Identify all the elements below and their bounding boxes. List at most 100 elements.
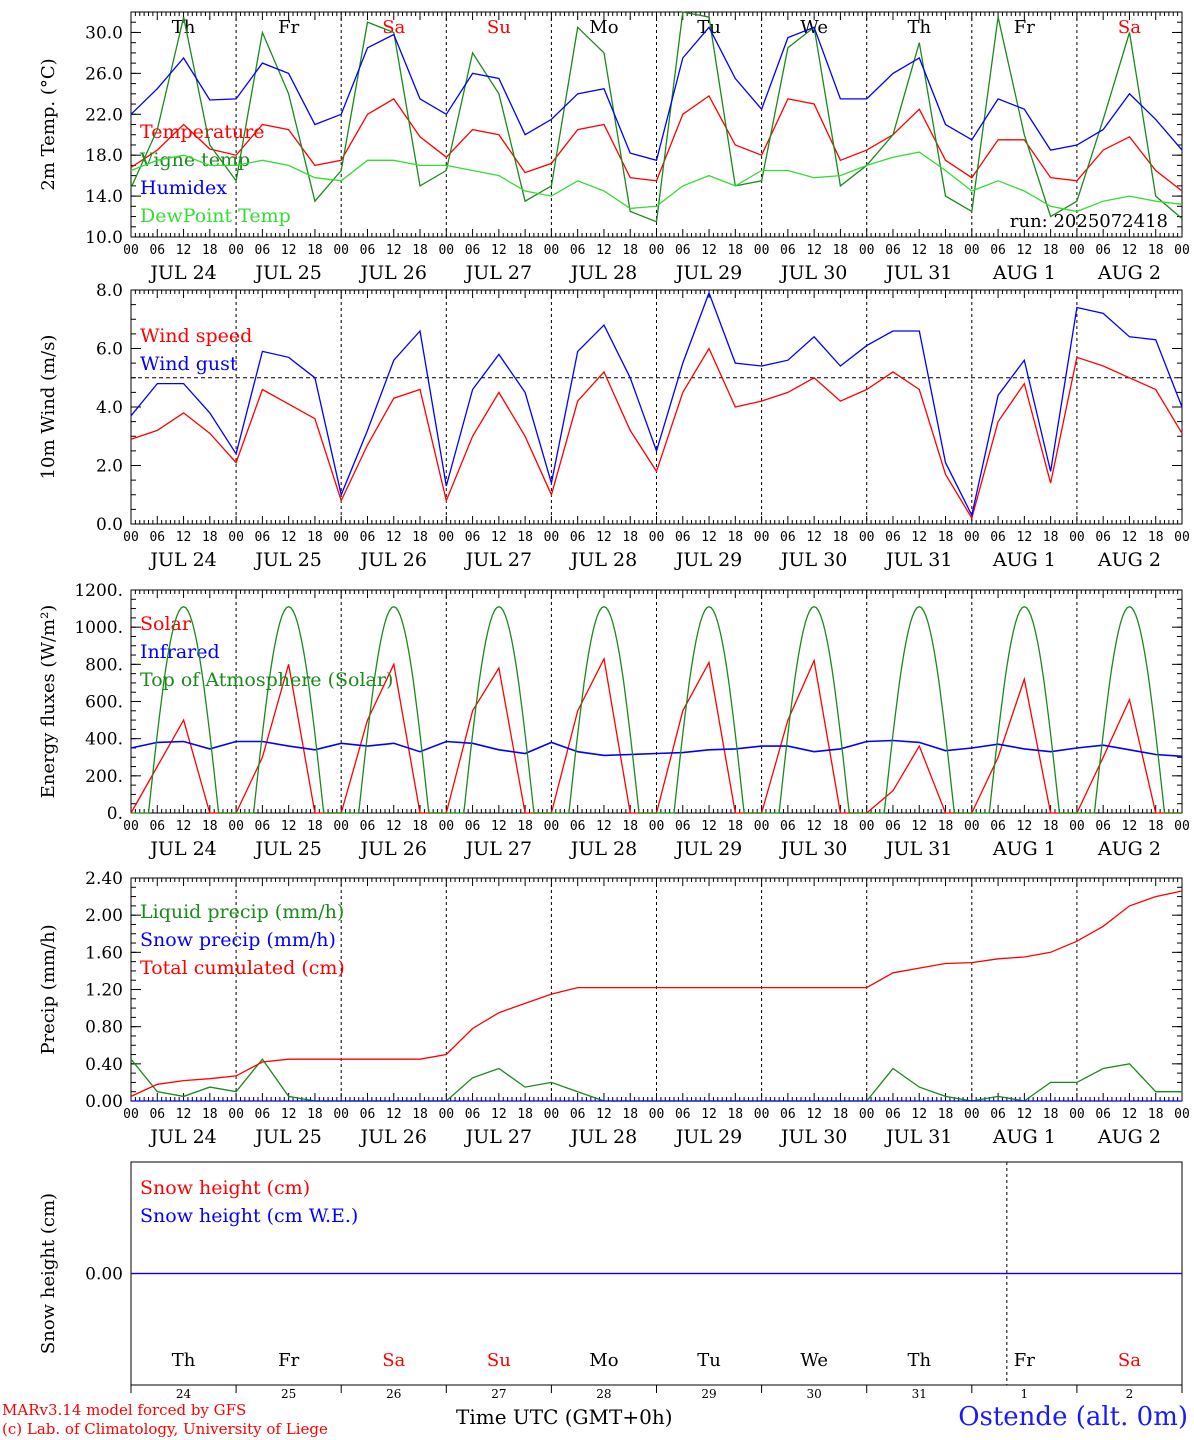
hour-tick-label: 18	[307, 243, 323, 258]
date-label: JUL 25	[253, 262, 321, 284]
weekday-label: We	[800, 1350, 828, 1371]
hour-tick-label: 06	[675, 819, 691, 834]
day-number-label: 29	[701, 1387, 716, 1401]
hour-tick-label: 12	[491, 530, 507, 545]
y-tick-label: 30.0	[85, 23, 123, 43]
hour-tick-label: 00	[754, 1107, 770, 1122]
hour-tick-label: 00	[438, 530, 454, 545]
y-tick-label: 600.	[85, 693, 123, 713]
hour-tick-label: 12	[176, 819, 192, 834]
hour-tick-label: 18	[412, 243, 428, 258]
hour-tick-label: 06	[360, 819, 376, 834]
hour-tick-label: 06	[149, 1107, 165, 1122]
hour-tick-label: 12	[596, 819, 612, 834]
hour-tick-label: 12	[1122, 243, 1138, 258]
hour-tick-label: 12	[1017, 530, 1033, 545]
y-tick-label: 800.	[85, 655, 123, 675]
hour-tick-label: 06	[465, 243, 481, 258]
hour-tick-label: 00	[228, 243, 244, 258]
hour-tick-label: 00	[333, 1107, 349, 1122]
hour-tick-label: 00	[1069, 243, 1085, 258]
hour-tick-label: 12	[911, 243, 927, 258]
date-label: JUL 24	[148, 262, 216, 284]
hour-tick-label: 12	[701, 1107, 717, 1122]
hour-tick-label: 18	[517, 530, 533, 545]
hour-tick-label: 18	[1043, 243, 1059, 258]
run-label: run: 2025072418	[1010, 211, 1168, 232]
y-tick-label: 26.0	[85, 64, 123, 84]
hour-tick-label: 00	[333, 530, 349, 545]
legend-entry: Liquid precip (mm/h)	[140, 901, 344, 923]
hour-tick-label: 12	[701, 819, 717, 834]
panel-frame	[130, 589, 1183, 814]
day-number-label: 25	[281, 1387, 296, 1401]
y-tick-label: 0.	[107, 804, 123, 824]
y-tick-label: 8.0	[96, 281, 123, 301]
hour-tick-label: 06	[255, 1107, 271, 1122]
hour-tick-label: 12	[1122, 530, 1138, 545]
date-label: AUG 2	[1097, 549, 1161, 571]
y-axis-label: 10m Wind (m/s)	[38, 335, 59, 480]
hour-tick-label: 06	[780, 243, 796, 258]
series-line-wind-gust	[130, 291, 1183, 518]
date-label: JUL 26	[359, 549, 427, 571]
hour-tick-label: 06	[885, 819, 901, 834]
date-label: AUG 2	[1097, 1126, 1161, 1148]
hour-tick-label: 18	[833, 243, 849, 258]
date-label: JUL 26	[359, 262, 427, 284]
y-tick-label: 1.20	[85, 981, 123, 1001]
weekday-label: Th	[172, 17, 196, 38]
date-label: JUL 27	[464, 838, 532, 860]
panel-precip: 00 06 12 18 00 06 12 18 00 06 12 18 00 06 12 18 00 06 12 18…	[38, 869, 1190, 1148]
date-label: JUL 31	[884, 1126, 952, 1148]
hour-tick-label: 18	[1043, 819, 1059, 834]
hour-tick-label: 00	[438, 243, 454, 258]
hour-tick-label: 00	[964, 1107, 980, 1122]
hour-tick-label: 06	[149, 243, 165, 258]
hour-tick-label: 12	[176, 1107, 192, 1122]
series-line-top-of-atmosphere-solar-	[131, 605, 1182, 814]
series-line-temperature	[130, 94, 1183, 192]
hour-tick-label: 12	[596, 243, 612, 258]
panel-wind: 00 06 12 18 00 06 12 18 00 06 12 18 00 06 12 18 00 06 12 18…	[38, 281, 1190, 571]
date-label: AUG 2	[1097, 838, 1161, 860]
date-label: JUL 30	[779, 262, 847, 284]
weekday-label: Th	[907, 1350, 931, 1371]
hour-tick-label: 18	[1043, 530, 1059, 545]
hour-tick-label: 00	[964, 530, 980, 545]
weekday-label: Su	[487, 17, 511, 38]
model-credit: MARv3.14 model forced by GFS	[2, 1401, 247, 1419]
y-tick-label: 200.	[85, 767, 123, 787]
hour-tick-label: 00	[1174, 243, 1190, 258]
date-label: JUL 28	[569, 1126, 637, 1148]
hour-tick-label: 00	[1174, 819, 1190, 834]
hour-tick-label: 18	[622, 819, 638, 834]
hour-tick-label: 18	[1043, 1107, 1059, 1122]
station-label: Ostende (alt. 0m)	[958, 1402, 1188, 1432]
series-line-infrared	[130, 739, 1183, 758]
hour-tick-label: 00	[1069, 819, 1085, 834]
hour-tick-label: 12	[491, 819, 507, 834]
hour-tick-label: 06	[1095, 1107, 1111, 1122]
date-label: JUL 29	[674, 1126, 742, 1148]
hour-tick-label: 00	[123, 819, 139, 834]
y-tick-label: 2.0	[96, 457, 123, 477]
hour-tick-label: 12	[1017, 1107, 1033, 1122]
hour-tick-label: 06	[570, 819, 586, 834]
date-label: JUL 29	[674, 838, 742, 860]
date-label: JUL 28	[569, 549, 637, 571]
hour-tick-label: 18	[517, 1107, 533, 1122]
date-label: JUL 31	[884, 262, 952, 284]
hour-tick-label: 18	[938, 1107, 954, 1122]
hour-tick-label: 06	[990, 243, 1006, 258]
hour-tick-label: 06	[570, 530, 586, 545]
hour-tick-label: 12	[281, 819, 297, 834]
y-tick-label: 1.60	[85, 943, 123, 963]
hour-tick-label: 06	[255, 243, 271, 258]
hour-tick-label: 18	[727, 243, 743, 258]
hour-tick-label: 06	[675, 243, 691, 258]
weekday-label: Mo	[589, 17, 618, 38]
date-label: JUL 25	[253, 549, 321, 571]
hour-tick-label: 06	[360, 1107, 376, 1122]
weekday-label: Su	[487, 1350, 511, 1371]
